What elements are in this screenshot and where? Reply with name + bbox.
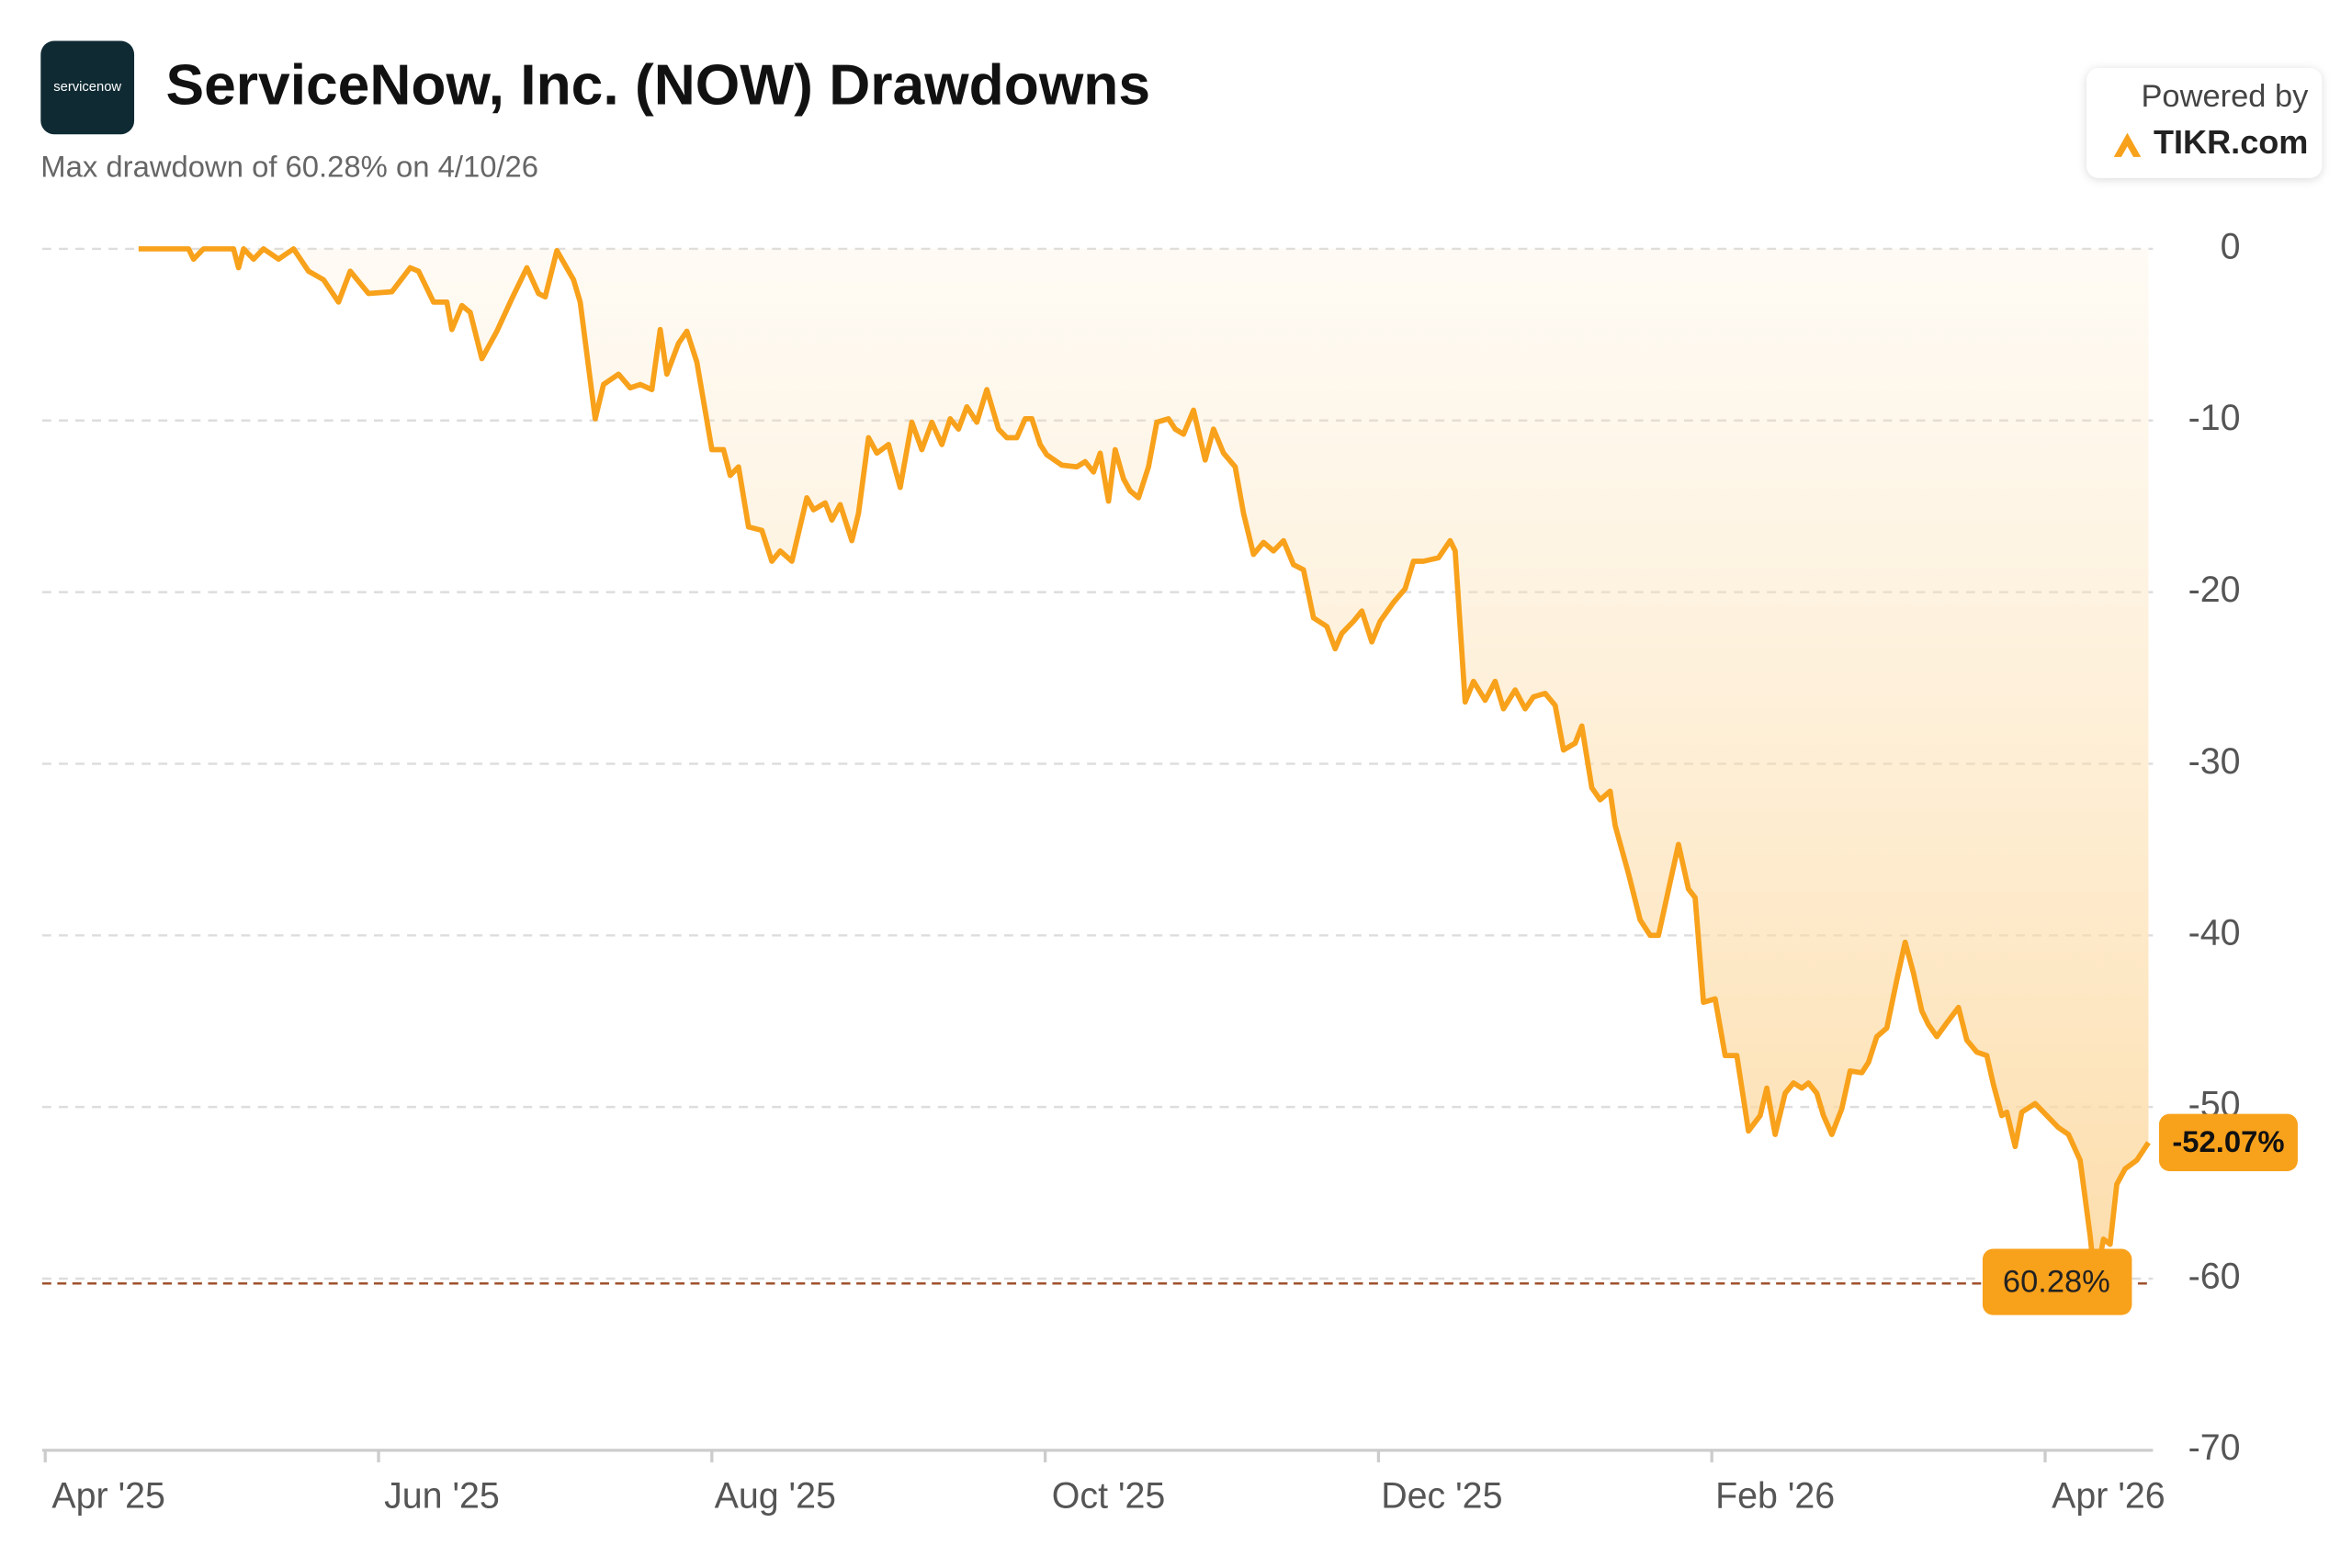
x-tick-label: Jun '25 xyxy=(384,1476,500,1517)
tikr-icon xyxy=(2113,132,2142,157)
x-tick-label: Feb '26 xyxy=(1715,1476,1835,1517)
y-tick-label: -20 xyxy=(2188,570,2241,610)
y-tick-label: -70 xyxy=(2188,1427,2241,1468)
x-tick-label: Dec '25 xyxy=(1381,1476,1502,1517)
x-tick-label: Apr '25 xyxy=(51,1476,165,1517)
x-tick-label: Aug '25 xyxy=(715,1476,836,1517)
powered-by: Powered by xyxy=(2141,79,2309,114)
y-tick-label: 0 xyxy=(2221,226,2241,266)
tikr-site: TIKR.com xyxy=(2154,123,2308,161)
line xyxy=(138,246,2151,1287)
chart-subtitle: Max drawdown of 60.28% on 4/10/26 xyxy=(40,150,538,184)
y-tick-label: -10 xyxy=(2188,398,2241,438)
last-value-label: -52.07% xyxy=(2172,1124,2284,1158)
y-tick-label: -30 xyxy=(2188,741,2241,782)
max-drawdown-label: 60.28% xyxy=(2003,1264,2110,1299)
max-drawdown-badge xyxy=(1982,1248,2132,1315)
powered-box xyxy=(2086,68,2323,178)
area xyxy=(138,248,2149,1284)
x-tick-label: Apr '26 xyxy=(2052,1476,2165,1517)
logo xyxy=(40,40,135,135)
x-tick-label: Oct '25 xyxy=(1052,1476,1166,1517)
last-value-badge xyxy=(2158,1113,2298,1172)
y-tick-label: -60 xyxy=(2188,1256,2241,1296)
y-tick-label: -40 xyxy=(2188,913,2241,953)
logo-text: servicenow xyxy=(53,80,121,95)
chart-title: ServiceNow, Inc. (NOW) Drawdowns xyxy=(166,53,1151,117)
